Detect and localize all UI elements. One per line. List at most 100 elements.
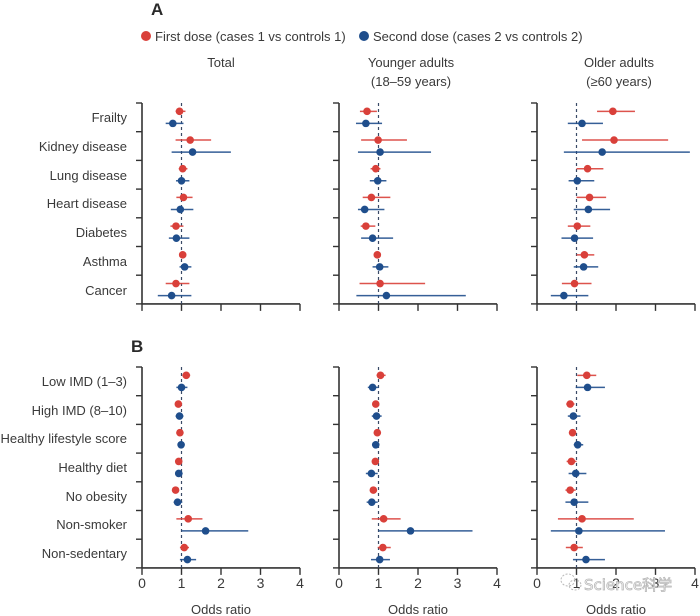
column-title-older-range: (≥60 years) (586, 74, 652, 89)
point-estimate-second-dose (573, 440, 582, 449)
x-tick-label: 1 (178, 575, 186, 591)
point-estimate-first-dose (180, 543, 189, 552)
row-label: Non-sedentary (42, 546, 128, 561)
column-title-younger-range: (18–59 years) (371, 74, 451, 89)
point-estimate-second-dose (176, 205, 185, 214)
point-estimate-first-dose (369, 486, 378, 494)
point-estimate-second-dose (177, 440, 185, 449)
point-estimate-second-dose (367, 498, 376, 506)
x-tick-label: 1 (573, 575, 581, 591)
point-estimate-second-dose (167, 291, 176, 300)
point-estimate-second-dose (173, 498, 182, 506)
point-estimate-first-dose (573, 222, 582, 230)
point-estimate-first-dose (371, 457, 380, 466)
column-title-younger: Younger adults (368, 55, 455, 70)
column-title-total: Total (207, 55, 235, 70)
row-labels-a: Frailty Kidney disease Lung disease Hear… (39, 110, 128, 298)
point-estimate-first-dose (362, 222, 370, 230)
point-estimate-first-dose (566, 486, 574, 494)
point-estimate-first-dose (174, 400, 183, 408)
point-estimate-first-dose (172, 279, 180, 288)
watermark-text: Science科学 (584, 576, 672, 594)
point-estimate-second-dose (368, 234, 377, 242)
point-estimate-second-dose (172, 234, 181, 242)
point-estimate-second-dose (573, 176, 582, 185)
point-estimate-first-dose (371, 164, 380, 173)
row-label: Low IMD (1–3) (42, 374, 127, 389)
watermark: Science科学 (560, 573, 673, 594)
point-estimate-second-dose (175, 412, 184, 420)
point-estimate-second-dose (368, 383, 377, 392)
point-estimate-first-dose (582, 371, 591, 380)
row-label: Kidney disease (39, 139, 127, 154)
point-estimate-second-dose (375, 263, 384, 271)
point-estimate-first-dose (610, 136, 618, 144)
point-estimate-first-dose (174, 457, 183, 466)
row-label: Diabetes (76, 225, 128, 240)
point-estimate-first-dose (570, 543, 578, 552)
row-label: Non-smoker (56, 517, 127, 532)
row-label: Healthy diet (58, 460, 127, 475)
point-estimate-first-dose (171, 486, 180, 494)
point-estimate-second-dose (373, 176, 382, 185)
point-estimate-second-dose (371, 440, 380, 449)
point-estimate-first-dose (583, 164, 592, 173)
point-estimate-first-dose (570, 279, 579, 288)
point-estimate-second-dose (570, 498, 578, 506)
point-estimate-first-dose (379, 543, 387, 552)
point-estimate-second-dose (584, 205, 593, 214)
point-estimate-first-dose (567, 457, 576, 466)
row-label: Lung disease (50, 168, 127, 183)
x-tick-label: 0 (335, 575, 343, 591)
point-estimate-first-dose (376, 371, 385, 380)
point-estimate-second-dose (174, 469, 183, 478)
point-estimate-first-dose (568, 428, 577, 437)
point-estimate-second-dose (201, 527, 210, 535)
point-estimate-first-dose (376, 279, 384, 288)
legend-marker-first-dose (141, 31, 151, 41)
x-axis-title-total: Odds ratio (191, 602, 251, 616)
x-axis-title-younger: Odds ratio (388, 602, 448, 616)
point-estimate-first-dose (175, 107, 184, 116)
x-tick-labels: 0 1 2 3 4 0 1 2 3 4 0 1 2 3 4 (138, 575, 699, 591)
x-tick-label: 2 (612, 575, 620, 591)
row-label: High IMD (8–10) (32, 403, 127, 418)
point-estimate-second-dose (177, 383, 186, 392)
point-estimate-first-dose (172, 222, 180, 230)
point-estimate-first-dose (184, 515, 193, 523)
point-estimate-second-dose (560, 291, 568, 300)
point-estimate-second-dose (177, 176, 186, 185)
point-estimate-second-dose (575, 527, 583, 535)
x-tick-label: 2 (414, 575, 422, 591)
point-estimate-first-dose (578, 515, 586, 523)
point-estimate-first-dose (374, 136, 382, 144)
legend: First dose (cases 1 vs controls 1) Secon… (141, 29, 583, 44)
point-estimate-second-dose (598, 148, 606, 156)
column-title-older: Older adults (584, 55, 655, 70)
row-labels-b: Low IMD (1–3) High IMD (8–10) Healthy li… (1, 374, 128, 561)
point-estimate-first-dose (580, 251, 589, 259)
point-estimate-second-dose (571, 469, 580, 478)
point-estimate-second-dose (578, 119, 586, 128)
point-estimate-second-dose (406, 527, 415, 535)
x-tick-label: 3 (454, 575, 462, 591)
point-estimate-first-dose (363, 107, 371, 116)
x-tick-label: 4 (493, 575, 501, 591)
point-estimate-second-dose (360, 205, 369, 214)
point-estimate-first-dose (566, 400, 574, 408)
point-estimate-first-dose (186, 136, 194, 144)
point-estimate-second-dose (183, 555, 192, 564)
point-estimate-first-dose (367, 193, 376, 202)
wechat-icon (560, 573, 582, 591)
x-tick-label: 3 (257, 575, 265, 591)
point-estimate-second-dose (362, 119, 370, 128)
point-estimate-first-dose (178, 164, 187, 173)
point-estimate-first-dose (373, 428, 382, 437)
point-estimate-second-dose (367, 469, 376, 478)
point-estimate-first-dose (176, 428, 184, 437)
point-estimate-second-dose (570, 234, 579, 242)
point-estimate-second-dose (579, 263, 588, 271)
legend-marker-second-dose (359, 31, 369, 41)
row-label: Frailty (92, 110, 128, 125)
